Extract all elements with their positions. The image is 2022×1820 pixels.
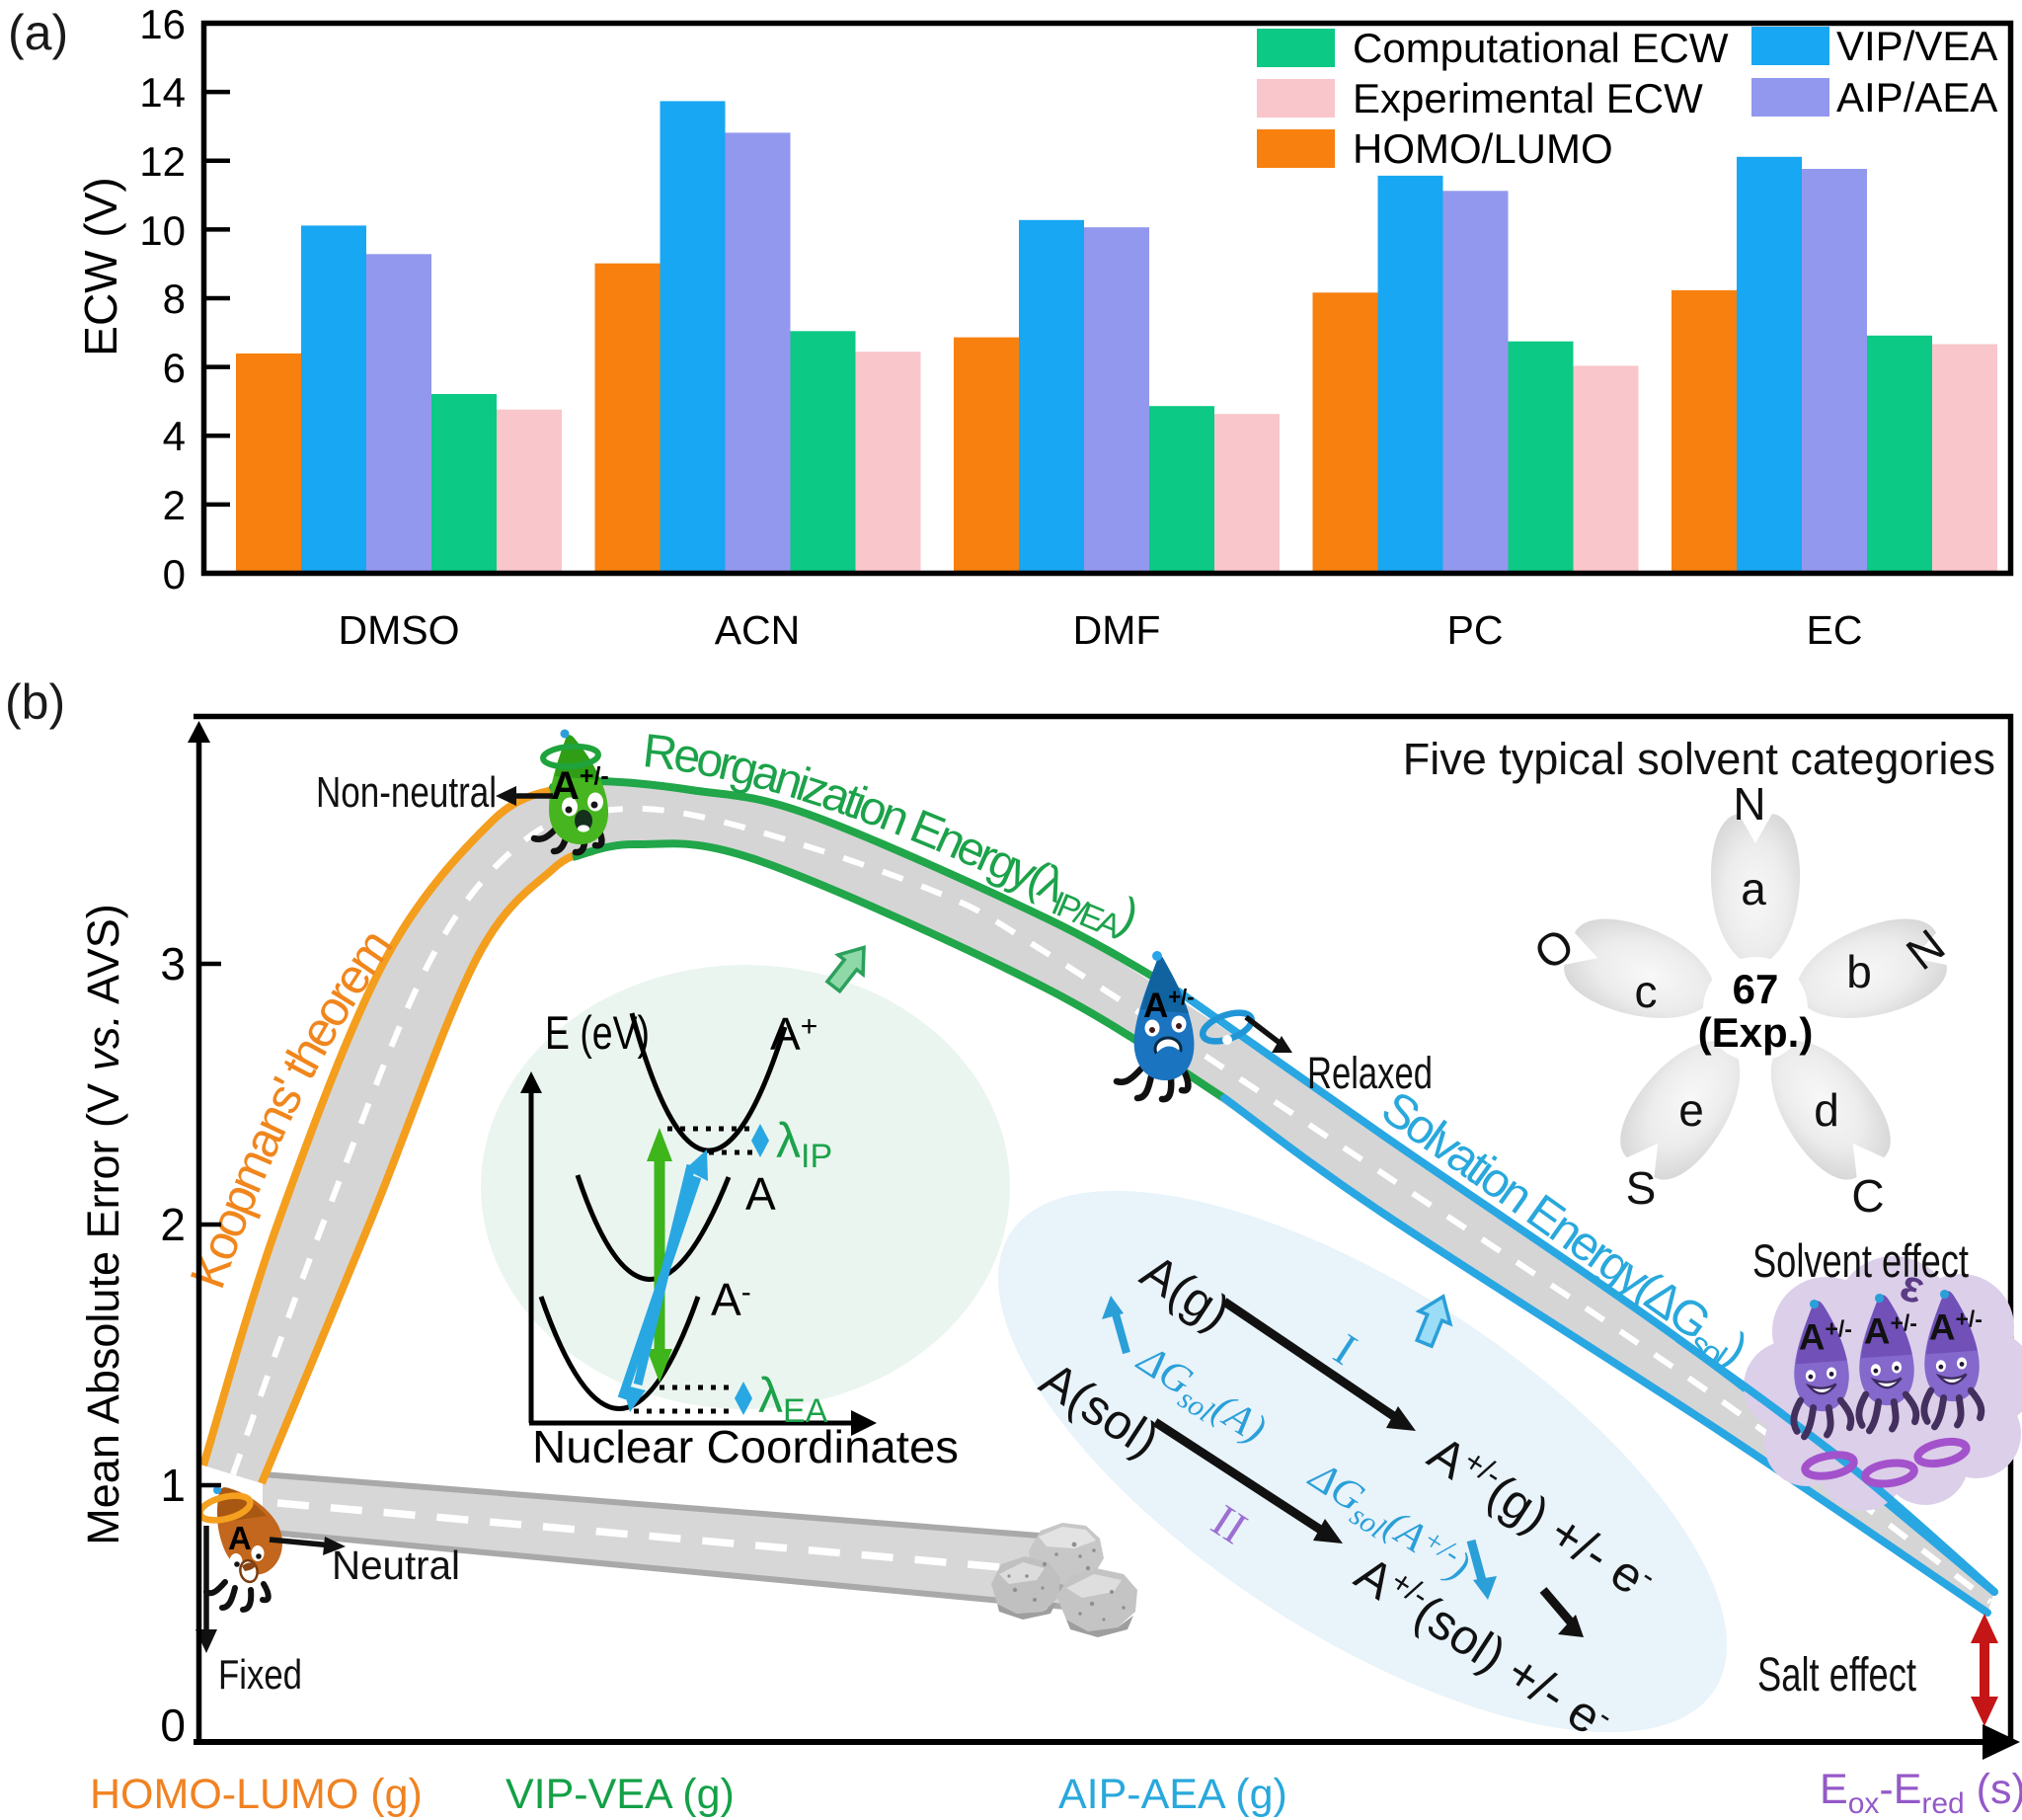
- svg-text:DMF: DMF: [1073, 607, 1161, 653]
- svg-text:PC: PC: [1447, 607, 1504, 653]
- svg-text:VIP-VEA (g): VIP-VEA (g): [506, 1771, 735, 1818]
- svg-text:Fixed: Fixed: [218, 1651, 302, 1698]
- svg-text:c: c: [1635, 966, 1658, 1017]
- svg-text:Nuclear Coordinates: Nuclear Coordinates: [532, 1421, 959, 1472]
- svg-text:λIP: λIP: [776, 1113, 832, 1175]
- svg-text:A: A: [745, 1168, 776, 1220]
- svg-text:(Exp.): (Exp.): [1698, 1009, 1814, 1056]
- svg-text:a: a: [1741, 863, 1766, 914]
- svg-text:EC: EC: [1807, 607, 1863, 653]
- svg-text:HOMO-LUMO (g): HOMO-LUMO (g): [90, 1771, 423, 1818]
- svg-text:HOMO/LUMO: HOMO/LUMO: [1353, 125, 1613, 172]
- svg-text:8: 8: [163, 276, 186, 322]
- svg-text:DMSO: DMSO: [339, 607, 460, 653]
- svg-text:10: 10: [139, 207, 186, 254]
- svg-text:Experimental ECW: Experimental ECW: [1353, 75, 1703, 121]
- svg-text:S: S: [1626, 1162, 1657, 1214]
- svg-text:(b): (b): [5, 674, 65, 730]
- svg-text:ECW (V): ECW (V): [75, 177, 126, 356]
- svg-text:e: e: [1678, 1084, 1704, 1136]
- svg-text:AIP/AEA: AIP/AEA: [1836, 74, 1997, 120]
- svg-text:Mean Absolute Error (V vs. AVS: Mean Absolute Error (V vs. AVS): [78, 904, 128, 1544]
- svg-text:3: 3: [160, 938, 186, 989]
- svg-text:0: 0: [163, 551, 186, 597]
- svg-text:(a): (a): [8, 5, 68, 60]
- svg-text:ACN: ACN: [715, 607, 801, 653]
- svg-text:Salt effect: Salt effect: [1757, 1649, 1916, 1701]
- svg-text:C: C: [1851, 1170, 1884, 1222]
- svg-text:Neutral: Neutral: [332, 1543, 460, 1588]
- svg-text:14: 14: [139, 69, 186, 116]
- svg-text:d: d: [1814, 1084, 1839, 1136]
- svg-text:VIP/VEA: VIP/VEA: [1836, 23, 1997, 69]
- svg-text:Non-neutral: Non-neutral: [316, 768, 497, 817]
- svg-text:67: 67: [1733, 966, 1779, 1012]
- svg-text:λEA: λEA: [758, 1368, 828, 1430]
- svg-text:Computational ECW: Computational ECW: [1353, 25, 1729, 71]
- svg-text:Solvent effect: Solvent effect: [1752, 1234, 1969, 1287]
- svg-text:A: A: [228, 1520, 252, 1556]
- svg-text:2: 2: [163, 482, 186, 528]
- svg-text:Five typical solvent categorie: Five typical solvent categories: [1403, 734, 1995, 784]
- svg-text:4: 4: [163, 413, 186, 459]
- svg-text:12: 12: [139, 138, 186, 185]
- svg-text:AIP-AEA (g): AIP-AEA (g): [1058, 1771, 1287, 1818]
- svg-text:N: N: [1733, 778, 1765, 830]
- svg-text:1: 1: [160, 1460, 186, 1511]
- svg-text:Eox-Ered (s): Eox-Ered (s): [1820, 1766, 2022, 1820]
- svg-text:b: b: [1846, 946, 1872, 997]
- svg-text:0: 0: [160, 1700, 186, 1751]
- svg-text:16: 16: [139, 1, 186, 47]
- svg-text:6: 6: [163, 345, 186, 391]
- svg-text:2: 2: [160, 1199, 186, 1250]
- svg-text:Relaxed: Relaxed: [1307, 1048, 1433, 1098]
